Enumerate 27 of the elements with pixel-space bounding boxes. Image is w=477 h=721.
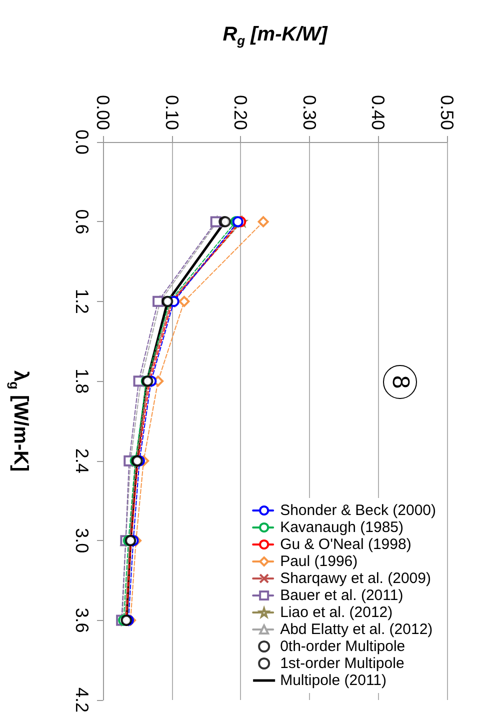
legend-label: 0th-order Multipole bbox=[280, 638, 406, 655]
annotation: 8 bbox=[386, 375, 414, 389]
y-axis-title: λg [W/m-K] bbox=[7, 370, 32, 472]
x-tick-label: 0.30 bbox=[299, 94, 320, 130]
legend-label: Gu & O'Neal (1998) bbox=[280, 536, 412, 553]
legend-label: 1st-order Multipole bbox=[280, 655, 404, 672]
x-tick-label: 0.40 bbox=[368, 94, 388, 130]
y-tick-label: 1.8 bbox=[72, 368, 92, 394]
y-tick-label: 0.6 bbox=[72, 209, 92, 234]
legend-label: Bauer et al. (2011) bbox=[280, 587, 404, 604]
x-tick-label: 0.10 bbox=[162, 94, 182, 130]
y-tick-label: 1.2 bbox=[72, 288, 92, 314]
legend-label: Sharqawy et al. (2009) bbox=[280, 570, 431, 587]
x-tick-label: 0.00 bbox=[93, 94, 113, 130]
legend-label: Paul (1996) bbox=[280, 553, 358, 570]
y-tick-label: 3.0 bbox=[72, 528, 92, 554]
legend-label: Abd Elatty et al. (2012) bbox=[280, 621, 433, 638]
legend-label: Kavanaugh (1985) bbox=[280, 519, 404, 536]
legend-label: Liao et al. (2012) bbox=[280, 604, 393, 621]
y-tick-label: 3.6 bbox=[72, 608, 92, 633]
y-tick-label: 4.2 bbox=[72, 687, 92, 713]
x-tick-label: 0.20 bbox=[230, 94, 251, 130]
legend-label: Shonder & Beck (2000) bbox=[280, 502, 436, 519]
legend-label: Multipole (2011) bbox=[280, 672, 387, 689]
x-tick-label: 0.50 bbox=[437, 94, 457, 130]
y-tick-label: 2.4 bbox=[72, 448, 92, 474]
y-tick-label: 0.0 bbox=[72, 129, 92, 155]
